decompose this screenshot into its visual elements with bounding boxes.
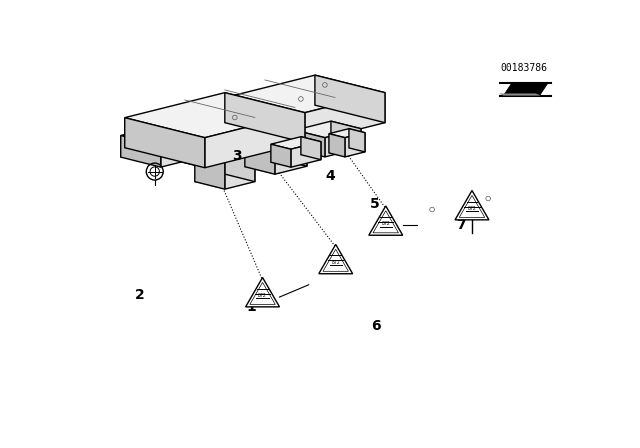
Polygon shape (205, 112, 305, 168)
Text: 00183786: 00183786 (501, 63, 548, 73)
Polygon shape (295, 121, 361, 138)
Polygon shape (125, 118, 205, 168)
Text: 872: 872 (332, 260, 340, 265)
Polygon shape (125, 93, 305, 138)
Polygon shape (369, 206, 403, 235)
Polygon shape (275, 142, 307, 174)
Polygon shape (195, 155, 225, 189)
Polygon shape (373, 211, 399, 233)
Polygon shape (325, 129, 361, 157)
Polygon shape (460, 195, 484, 217)
Text: 872: 872 (258, 293, 267, 298)
Text: 2: 2 (135, 288, 145, 302)
Text: 872: 872 (468, 206, 476, 211)
Polygon shape (455, 190, 489, 220)
Polygon shape (271, 144, 291, 167)
Polygon shape (331, 121, 361, 148)
Polygon shape (135, 75, 385, 138)
Polygon shape (504, 84, 547, 95)
Polygon shape (250, 282, 275, 304)
Polygon shape (225, 155, 255, 189)
Polygon shape (121, 129, 187, 146)
Polygon shape (225, 148, 255, 181)
Polygon shape (246, 277, 280, 307)
Polygon shape (291, 142, 321, 167)
Polygon shape (329, 129, 365, 138)
Polygon shape (277, 135, 307, 166)
Polygon shape (121, 135, 161, 167)
Polygon shape (329, 134, 345, 157)
Polygon shape (135, 120, 205, 168)
Polygon shape (161, 139, 187, 167)
Polygon shape (147, 129, 187, 161)
Polygon shape (205, 93, 385, 168)
Polygon shape (195, 148, 255, 163)
Text: 5: 5 (370, 197, 380, 211)
Polygon shape (245, 143, 275, 174)
Text: 7: 7 (456, 218, 466, 232)
Polygon shape (345, 133, 365, 157)
Text: 6: 6 (371, 319, 381, 333)
Polygon shape (271, 137, 321, 149)
Text: 4: 4 (326, 169, 335, 183)
Polygon shape (301, 137, 321, 160)
Polygon shape (323, 249, 348, 271)
Polygon shape (319, 245, 353, 274)
Polygon shape (349, 129, 365, 152)
Text: 3: 3 (232, 149, 242, 163)
Polygon shape (295, 130, 325, 157)
Polygon shape (315, 75, 385, 123)
Text: 1: 1 (247, 300, 257, 314)
Polygon shape (225, 93, 305, 143)
Text: 872: 872 (381, 221, 390, 226)
Polygon shape (245, 135, 307, 150)
Polygon shape (500, 94, 540, 95)
